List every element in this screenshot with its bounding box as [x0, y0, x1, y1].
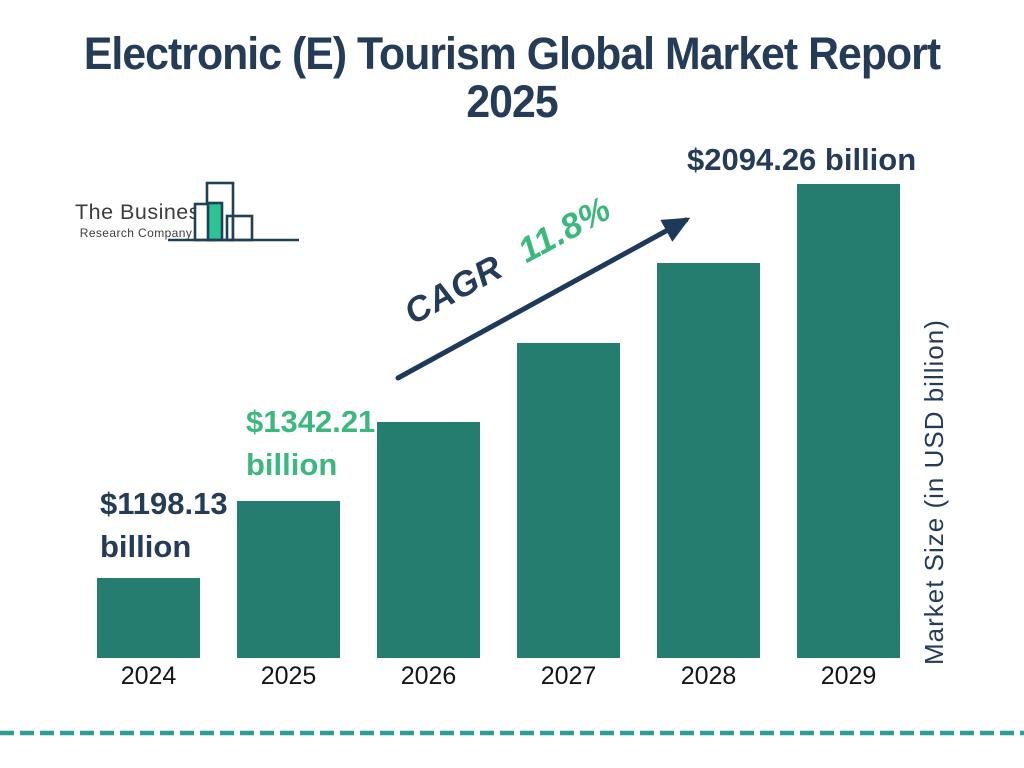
x-tick-2024: 2024	[120, 662, 177, 690]
value-label-2025-line2: billion	[246, 447, 338, 482]
bar-2027	[517, 343, 620, 658]
value-label-2024-line2: billion	[100, 529, 192, 564]
bar-2024	[97, 578, 200, 658]
bar-2028	[657, 263, 760, 658]
cagr-value: 11.8%	[511, 188, 618, 271]
bar-2025	[237, 501, 340, 658]
x-tick-2029: 2029	[820, 662, 877, 690]
x-tick-2027: 2027	[540, 662, 597, 690]
bar-2029	[797, 184, 900, 658]
value-label-2025-line1: $1342.21	[246, 404, 376, 439]
company-logo: The Business Research Company	[75, 178, 305, 253]
x-tick-2026: 2026	[400, 662, 457, 690]
value-label-2029-line1: $2094.26 billion	[687, 142, 917, 177]
x-tick-2025: 2025	[260, 662, 317, 690]
bar-chart-logo-icon	[168, 181, 299, 242]
company-name: The Business	[75, 200, 212, 224]
y-axis-label: Market Size (in USD billion)	[919, 319, 949, 665]
company-name-sub: Research Company	[79, 226, 193, 240]
value-label-2024-line1: $1198.13	[100, 486, 228, 521]
page-title-line1: Electronic (E) Tourism Global Market Rep…	[83, 28, 941, 79]
cagr-annotation: CAGR 11.8%	[398, 189, 618, 333]
value-label-2025: $1342.21 billion	[246, 400, 375, 486]
page-title: Electronic (E) Tourism Global Market Rep…	[26, 28, 999, 128]
x-tick-2028: 2028	[680, 662, 737, 690]
page-title-line2: 2025	[466, 76, 558, 128]
value-label-2029: $2094.26 billion	[687, 138, 916, 181]
value-label-2024: $1198.13 billion	[100, 482, 228, 568]
bar-2026	[377, 422, 480, 658]
cagr-label: CAGR	[398, 247, 509, 333]
company-logo-text: The Business Research Company	[75, 200, 212, 240]
